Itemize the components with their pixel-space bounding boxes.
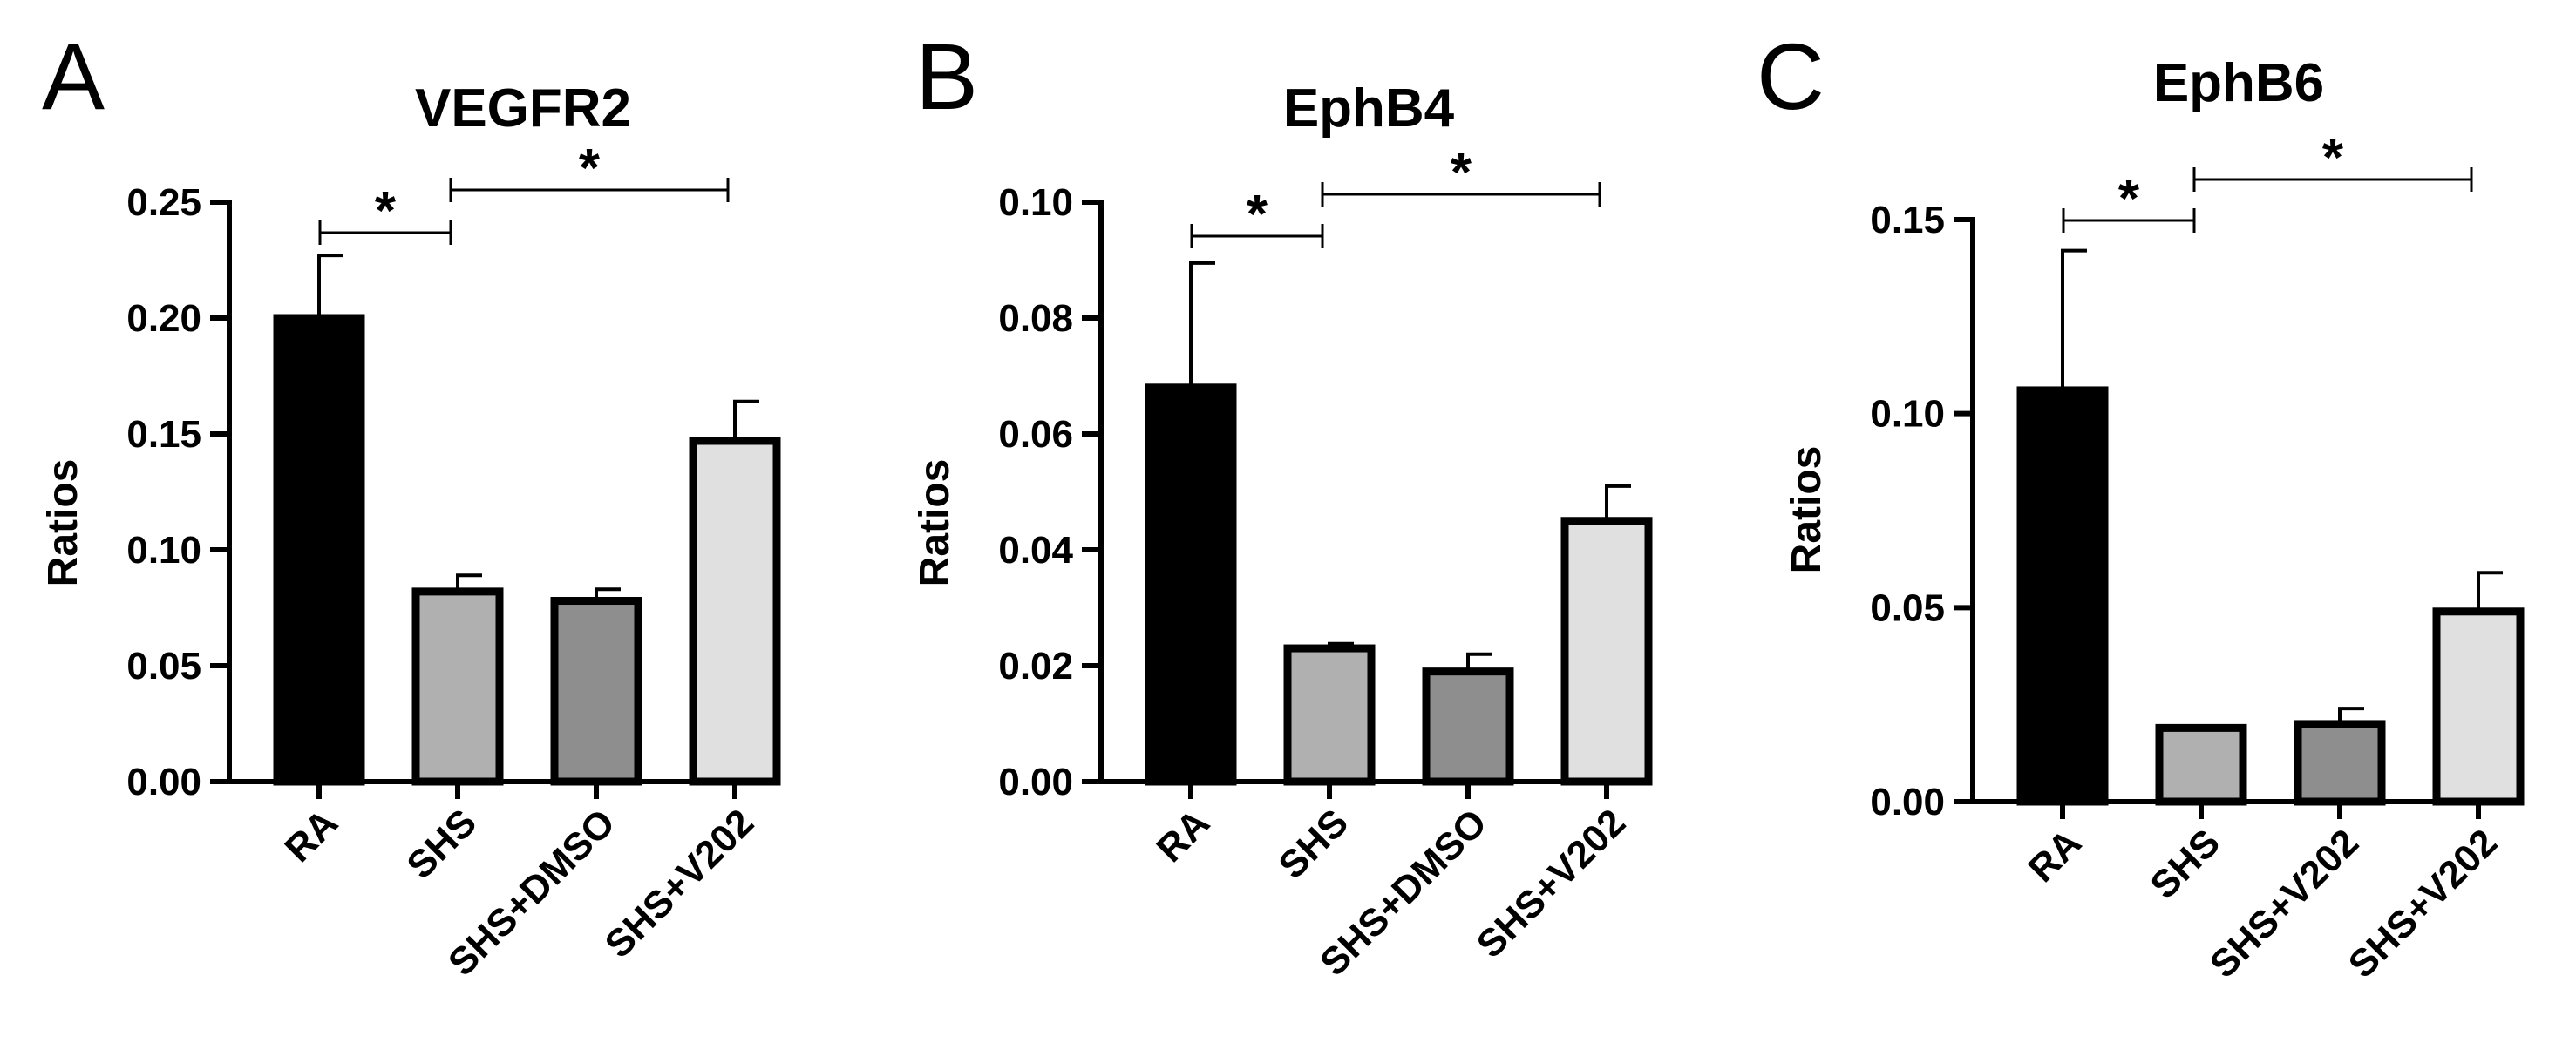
y-tick-label: 0.02 — [998, 645, 1073, 688]
bar — [1560, 517, 1653, 786]
y-axis-label: Ratios — [1784, 446, 1830, 574]
significance-marker: * — [2322, 128, 2344, 188]
panel-b: B EphB4 Ratios 0.00 0.02 0.04 0.06 0.08 0.10 R… — [912, 24, 1653, 985]
x-tick-label: RA — [276, 801, 346, 870]
y-tick-label: 0.20 — [126, 297, 201, 340]
bar — [1283, 644, 1376, 786]
x-tick-label: SHS+V202 — [2341, 821, 2505, 986]
bar — [411, 587, 504, 786]
y-tick-label: 0.25 — [126, 181, 201, 224]
y-axis-label: Ratios — [912, 459, 958, 587]
bar — [273, 314, 365, 786]
chart-title: VEGFR2 — [415, 78, 631, 139]
significance-marker: * — [1451, 143, 1472, 203]
x-tick-label: SHS — [2142, 821, 2228, 907]
bar — [2016, 386, 2109, 806]
panel-letter: B — [915, 24, 978, 129]
bar — [2294, 720, 2386, 806]
y-axis-label: Ratios — [40, 459, 86, 587]
bar — [689, 437, 781, 786]
y-tick-label: 0.00 — [126, 761, 201, 803]
y-tick-label: 0.10 — [1870, 393, 1945, 436]
x-tick-label: SHS — [1270, 801, 1356, 887]
y-tick-label: 0.05 — [1870, 586, 1945, 629]
bar — [1422, 667, 1514, 786]
significance-marker: * — [579, 139, 601, 199]
y-tick-label: 0.15 — [126, 413, 201, 456]
chart-title: EphB4 — [1283, 78, 1455, 139]
significance-marker: * — [2118, 169, 2140, 229]
x-tick-label: SHS+V202 — [2202, 821, 2367, 986]
panel-letter: C — [1757, 24, 1825, 129]
y-tick-label: 0.04 — [998, 529, 1073, 572]
y-tick-label: 0.05 — [126, 645, 201, 688]
y-tick-label: 0.00 — [998, 761, 1073, 803]
chart-title: EphB6 — [2153, 53, 2324, 113]
panel-a: A VEGFR2 Ratios 0.00 0.05 0.10 0.15 0.20 0.25… — [40, 24, 781, 985]
x-tick-label: SHS — [398, 801, 485, 887]
x-tick-label: SHS+V202 — [597, 801, 762, 965]
y-tick-label: 0.10 — [998, 181, 1073, 224]
y-tick-label: 0.00 — [1870, 781, 1945, 823]
y-tick-label: 0.10 — [126, 529, 201, 572]
x-tick-label: RA — [1148, 801, 1218, 870]
y-tick-label: 0.06 — [998, 413, 1073, 456]
panel-letter: A — [42, 24, 105, 129]
y-tick-label: 0.15 — [1870, 199, 1945, 241]
bar — [550, 597, 642, 786]
bar — [2432, 607, 2525, 806]
significance-marker: * — [375, 181, 397, 241]
x-tick-label: RA — [2020, 821, 2090, 891]
x-tick-label: SHS+V202 — [1469, 801, 1634, 965]
bar — [1145, 383, 1237, 786]
significance-marker: * — [1247, 185, 1268, 245]
y-tick-label: 0.08 — [998, 297, 1073, 340]
bar — [2155, 723, 2247, 806]
